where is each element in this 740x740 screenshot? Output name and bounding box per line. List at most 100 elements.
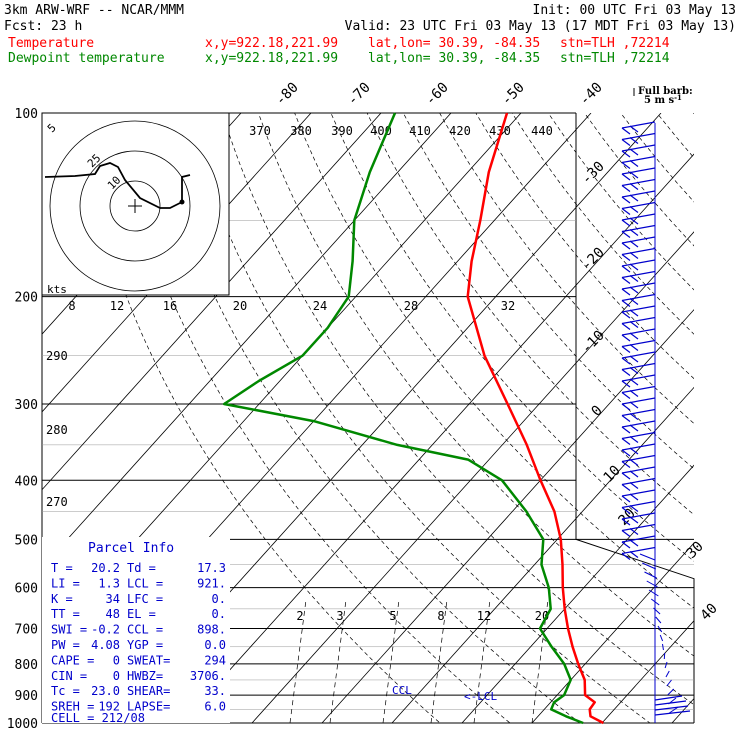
mixing-ratio-label: 5 bbox=[389, 609, 396, 623]
wind-barb-feather bbox=[629, 493, 639, 501]
parcel-label: LFC = bbox=[127, 592, 163, 606]
hodograph-ring bbox=[109, 180, 161, 232]
isotherm-label: 0 bbox=[589, 403, 606, 420]
wind-barb bbox=[621, 443, 656, 451]
mixing-ratio-line bbox=[289, 599, 307, 724]
theta-label: 380 bbox=[290, 124, 312, 138]
wind-barb bbox=[621, 190, 656, 198]
init-time: Init: 00 UTC Fri 03 May 13 bbox=[533, 3, 737, 18]
wind-barb bbox=[621, 316, 656, 325]
isotherm-label: 30 bbox=[684, 539, 707, 562]
isotherm-line bbox=[42, 113, 382, 491]
parcel-value: 6.0 bbox=[204, 700, 226, 714]
wind-barb bbox=[621, 247, 656, 256]
wind-barb-feather bbox=[621, 426, 631, 434]
wind-barb-feather bbox=[621, 277, 631, 284]
theta-lower-label: 290 bbox=[46, 349, 68, 363]
wind-barb-feather bbox=[629, 206, 639, 213]
parcel-value: 0 bbox=[113, 653, 120, 667]
parcel-info-title: Parcel Info bbox=[88, 541, 174, 556]
temperature-legend-label: Temperature bbox=[8, 36, 94, 51]
wind-barb-feather bbox=[629, 470, 639, 478]
wind-barb-feather bbox=[629, 344, 639, 351]
pressure-tick-label: 1000 bbox=[7, 717, 38, 732]
wind-barb-feather bbox=[621, 541, 631, 549]
wind-barb bbox=[621, 236, 656, 244]
wind-barb-feather bbox=[621, 484, 631, 491]
parcel-cell: CELL = 212/08 bbox=[51, 711, 145, 725]
parcel-value: 0.0 bbox=[204, 638, 226, 652]
ccl-label: CCL bbox=[392, 684, 412, 697]
isotherm-label: -60 bbox=[423, 80, 452, 109]
wind-barb-feather bbox=[621, 300, 631, 307]
wind-barb-feather bbox=[621, 449, 631, 457]
wind-barb bbox=[621, 178, 656, 187]
forecast-hour: Fcst: 23 h bbox=[4, 19, 82, 34]
wind-barb-feather bbox=[629, 298, 639, 305]
wind-barb bbox=[621, 305, 656, 313]
dry-adiabat bbox=[439, 113, 694, 424]
wind-barb-feather bbox=[629, 240, 639, 248]
wind-barb bbox=[621, 523, 656, 532]
wind-barb-feather bbox=[621, 150, 631, 158]
right-boundary bbox=[575, 113, 695, 723]
lcl-label: <-LCL bbox=[464, 690, 497, 703]
isotherm-line bbox=[42, 113, 452, 569]
wind-barb-feather bbox=[621, 507, 631, 514]
wind-barb-feather bbox=[629, 252, 639, 259]
dry-adiabat bbox=[185, 113, 651, 723]
wind-barb-feather bbox=[629, 551, 639, 558]
dry-adiabat bbox=[366, 113, 694, 516]
parcel-label: HWBZ= bbox=[127, 669, 163, 683]
parcel-value: 3706. bbox=[190, 669, 226, 683]
wind-barb-feather bbox=[621, 185, 631, 192]
theta-label: 410 bbox=[409, 124, 431, 138]
wind-barb-feather bbox=[629, 309, 639, 317]
wind-barb bbox=[621, 512, 656, 520]
wind-barb-feather bbox=[621, 323, 631, 330]
wind-barb-feather bbox=[621, 254, 631, 261]
isotherm-label: -80 bbox=[273, 80, 302, 109]
wind-barb-feather bbox=[621, 231, 631, 238]
dry-adiabat bbox=[511, 113, 694, 335]
wind-barb bbox=[621, 167, 656, 175]
pressure-tick-label: 400 bbox=[15, 474, 38, 489]
wind-barb bbox=[621, 155, 656, 164]
wind-barb-feather bbox=[621, 139, 631, 146]
isotherm-line bbox=[461, 464, 694, 723]
mixing-ratio-line bbox=[329, 599, 347, 724]
wind-barb bbox=[667, 688, 675, 696]
parcel-label: CAPE = bbox=[51, 653, 94, 667]
isotherm-label: 10 bbox=[601, 463, 624, 486]
wind-barb-feather bbox=[629, 424, 639, 432]
dry-adiabat bbox=[330, 113, 694, 562]
wind-barb-feather bbox=[629, 125, 639, 133]
parcel-value: 23.0 bbox=[91, 684, 120, 698]
isotherm-line bbox=[321, 309, 694, 723]
parcel-value: 898. bbox=[197, 623, 226, 637]
parcel-value: 33. bbox=[204, 684, 226, 698]
wind-barb-feather bbox=[629, 355, 639, 363]
hodograph-axis-label: 16 bbox=[163, 299, 177, 313]
parcel-value: 1.3 bbox=[98, 576, 120, 590]
wind-barb-feather bbox=[629, 275, 639, 282]
isotherm-line bbox=[601, 620, 694, 723]
wind-barb-feather bbox=[621, 127, 631, 135]
dry-adiabat bbox=[584, 113, 694, 247]
wind-barb-feather bbox=[621, 438, 631, 445]
wind-barb-feather bbox=[629, 332, 639, 340]
wind-barb-feather bbox=[621, 415, 631, 422]
temperature-legend-latlon: lat,lon= 30.39, -84.35 bbox=[368, 36, 540, 51]
wind-barb bbox=[621, 351, 656, 359]
wind-barb bbox=[648, 589, 659, 597]
hodograph-end-dot bbox=[179, 199, 185, 205]
theta-lower-label: 270 bbox=[46, 495, 68, 509]
mixing-ratio-label: 2 bbox=[296, 609, 303, 623]
parcel-label: EL = bbox=[127, 607, 156, 621]
pressure-tick-label: 100 bbox=[15, 107, 38, 122]
hodograph-axis-label: 32 bbox=[501, 299, 515, 313]
parcel-label: TT = bbox=[51, 607, 80, 621]
wind-barb bbox=[654, 710, 691, 716]
wind-barb-feather bbox=[621, 461, 631, 468]
